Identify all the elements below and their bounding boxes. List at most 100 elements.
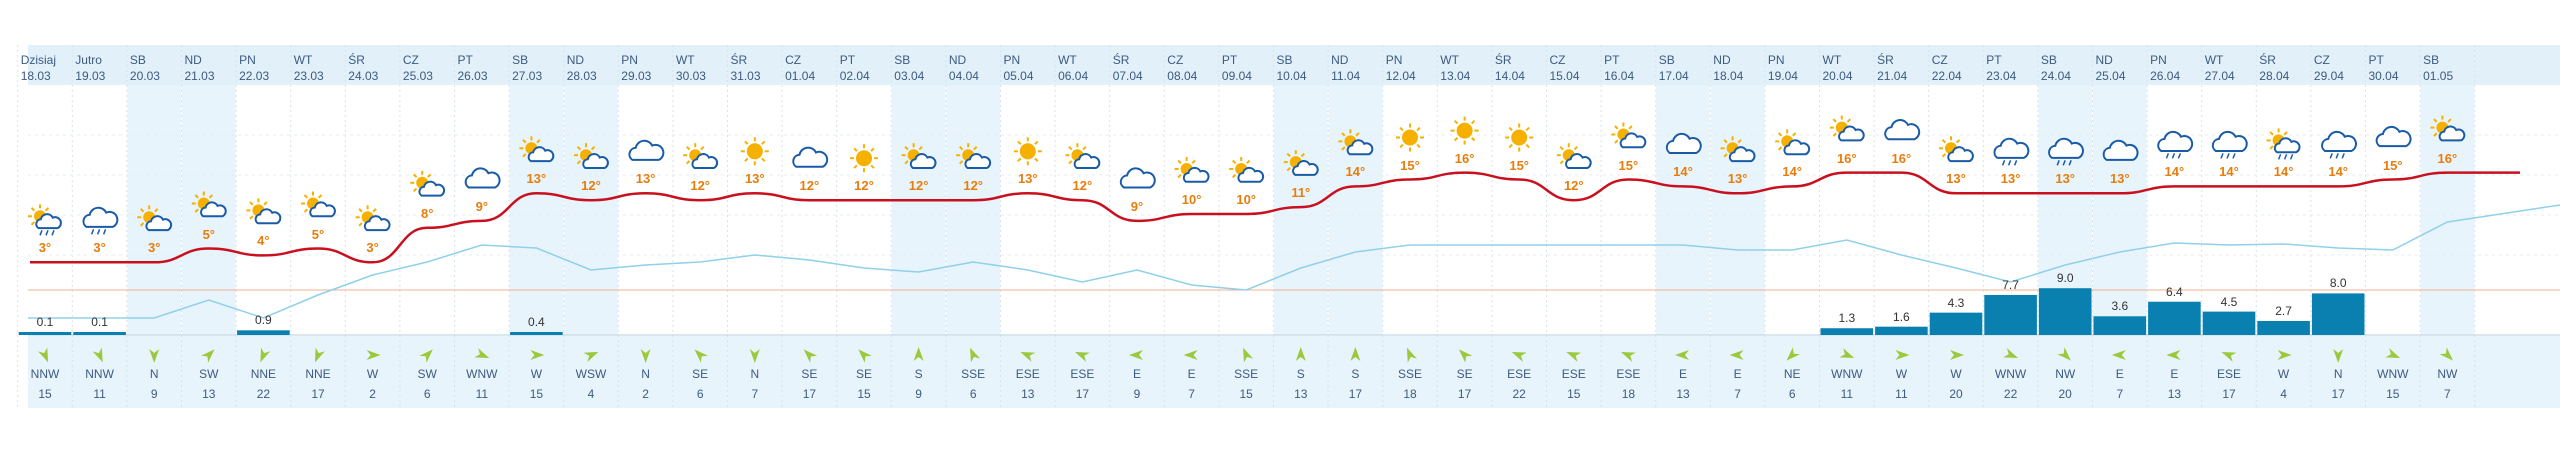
sun-cloud-icon — [574, 143, 609, 169]
day-header[interactable]: ŚR 07.04 — [1113, 52, 1167, 84]
day-header[interactable]: CZ 15.04 — [1550, 52, 1604, 84]
day-name: ŚR — [730, 53, 748, 67]
day-date: 18.03 — [20, 69, 51, 83]
sun-ray — [853, 164, 858, 169]
day-header[interactable]: PN 26.04 — [2150, 52, 2204, 84]
wind-direction: ESE — [1507, 367, 1532, 381]
day-header[interactable]: SB 01.05 — [2423, 52, 2477, 84]
day-header[interactable]: WT 23.03 — [294, 52, 348, 84]
sun-cloud-icon — [1338, 129, 1374, 156]
cloud-shape — [1182, 166, 1210, 183]
day-header[interactable]: PN 29.03 — [621, 52, 675, 84]
day-header[interactable]: ŚR 14.04 — [1495, 52, 1549, 84]
precip-bar — [73, 332, 126, 335]
day-header[interactable]: Jutro 19.03 — [75, 52, 129, 84]
weekend-band — [1710, 85, 1765, 335]
day-date: 22.03 — [239, 69, 270, 83]
cloud-shape — [2375, 125, 2412, 148]
temperature-label: 16° — [1454, 150, 1475, 166]
sun-cloud-icon — [1229, 157, 1265, 183]
rain-drop — [2277, 154, 2282, 160]
day-header[interactable]: PT 02.04 — [840, 52, 894, 84]
day-header[interactable]: PN 19.04 — [1768, 52, 1822, 84]
day-header[interactable]: PT 16.04 — [1604, 52, 1658, 84]
day-header[interactable]: CZ 29.04 — [2314, 52, 2368, 84]
day-date: 23.04 — [1986, 69, 2017, 83]
day-header[interactable]: CZ 08.04 — [1167, 52, 1221, 84]
day-header[interactable]: SB 24.04 — [2041, 52, 2095, 84]
day-date: 26.03 — [457, 69, 488, 83]
day-header[interactable]: SB 20.03 — [130, 52, 184, 84]
day-header[interactable]: ŚR 21.04 — [1877, 52, 1931, 84]
day-header[interactable]: PT 09.04 — [1222, 52, 1276, 84]
day-header[interactable]: ŚR 31.03 — [731, 52, 785, 84]
sun-cloud-icon — [519, 136, 555, 163]
day-date: 30.04 — [2368, 69, 2399, 83]
day-name: SB — [512, 53, 529, 67]
wind-speed: 17 — [802, 387, 817, 401]
cloud-shape — [309, 201, 336, 218]
day-header[interactable]: Dzisiaj 18.03 — [21, 52, 75, 84]
cloud-shape — [200, 201, 227, 218]
day-header[interactable]: ND 21.03 — [185, 52, 239, 84]
wind-speed: 9 — [150, 387, 158, 401]
day-header[interactable]: WT 06.04 — [1058, 52, 1112, 84]
temperature-label: 16° — [1891, 150, 1912, 166]
day-header[interactable]: ŚR 28.04 — [2259, 52, 2313, 84]
day-header[interactable]: CZ 22.04 — [1932, 52, 1986, 84]
sun-ray — [1453, 119, 1459, 125]
day-header[interactable]: SB 27.03 — [512, 52, 566, 84]
day-header[interactable]: CZ 01.04 — [785, 52, 839, 84]
precip-bar — [2038, 288, 2092, 335]
day-header[interactable]: SB 17.04 — [1659, 52, 1713, 84]
day-header[interactable]: ND 18.04 — [1713, 52, 1767, 84]
day-header[interactable]: WT 27.04 — [2205, 52, 2259, 84]
day-header[interactable]: WT 30.03 — [676, 52, 730, 84]
cloud-shape — [1838, 125, 1865, 142]
day-header[interactable]: PN 22.03 — [239, 52, 293, 84]
wind-speed: 17 — [2331, 387, 2345, 401]
day-header[interactable]: SB 03.04 — [894, 52, 948, 84]
sun-ray — [1017, 140, 1022, 145]
day-header[interactable]: PT 30.04 — [2369, 52, 2423, 84]
day-header[interactable]: PN 05.04 — [1004, 52, 1058, 84]
wind-arrow-icon — [92, 347, 103, 363]
sun-ray — [1300, 152, 1305, 158]
temperature-label: 14° — [2164, 164, 2185, 180]
day-header[interactable]: PT 23.04 — [1986, 52, 2040, 84]
day-date: 01.04 — [785, 69, 816, 83]
day-header[interactable]: WT 20.04 — [1823, 52, 1877, 84]
day-name: ND — [1331, 53, 1349, 67]
day-header[interactable]: ND 11.04 — [1331, 52, 1385, 84]
day-header[interactable]: ND 28.03 — [567, 52, 621, 84]
wind-arrow-icon — [1074, 352, 1090, 362]
day-header[interactable]: SB 10.04 — [1277, 52, 1331, 84]
wind-arrow-shape — [1074, 352, 1090, 362]
day-header[interactable]: CZ 25.03 — [403, 52, 457, 84]
cloud-shape — [1237, 166, 1265, 183]
sun-ray — [576, 160, 582, 165]
day-header[interactable]: ŚR 24.03 — [348, 52, 402, 84]
wind-arrow-shape — [366, 350, 381, 360]
temperature-label: 13° — [2055, 171, 2076, 187]
cloud-rain-icon — [2321, 130, 2357, 159]
wind-arrow-icon — [1406, 347, 1417, 363]
day-header[interactable]: PN 12.04 — [1386, 52, 1440, 84]
wind-arrow-shape — [315, 347, 325, 363]
precip-bar — [1875, 326, 1928, 335]
sun-ray — [576, 146, 582, 151]
cloud-shape — [2273, 137, 2301, 154]
wind-arrow-shape — [803, 349, 818, 363]
day-name: ŚR — [1112, 53, 1130, 67]
wind-direction: SW — [417, 367, 437, 381]
precip-label: 6.4 — [2166, 284, 2183, 299]
sun-ray — [413, 173, 418, 178]
wind-arrow-shape — [2439, 347, 2454, 361]
day-header[interactable]: ND 25.04 — [2096, 52, 2150, 84]
day-header[interactable]: ND 04.04 — [949, 52, 1003, 84]
day-header[interactable]: PT 26.03 — [458, 52, 512, 84]
wind-arrow-shape — [1458, 349, 1473, 363]
day-header[interactable]: WT 13.04 — [1440, 52, 1494, 84]
rain-drop — [2007, 160, 2012, 166]
precip-label: 0.1 — [36, 315, 54, 329]
